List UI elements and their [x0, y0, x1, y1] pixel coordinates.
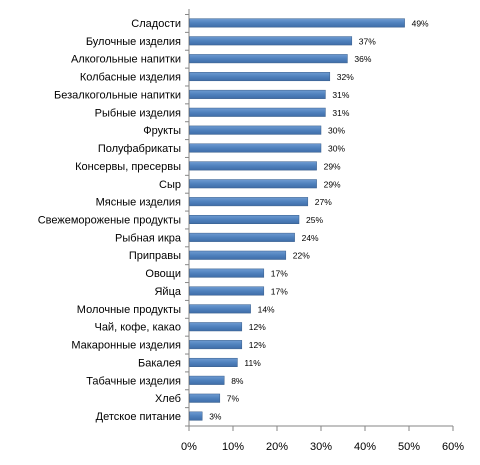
value-label: 24% — [302, 233, 319, 243]
x-tick-label: 50% — [398, 441, 420, 453]
value-label: 29% — [324, 179, 341, 189]
bar — [189, 215, 300, 225]
value-label: 31% — [332, 90, 349, 100]
value-label: 31% — [332, 108, 349, 118]
value-label: 7% — [227, 394, 240, 404]
bar — [189, 357, 238, 367]
x-tick-label: 40% — [354, 441, 376, 453]
bar — [189, 179, 317, 189]
bar — [189, 250, 287, 260]
bar — [189, 36, 353, 46]
category-label: Яйца — [154, 286, 181, 298]
value-label: 8% — [231, 376, 244, 386]
category-labels: Сладости Булочные изделия Алкогольные напи… — [38, 18, 182, 423]
bar — [189, 125, 322, 135]
category-label: Свежемороженые продукты — [38, 215, 181, 227]
value-labels: 49% 37% 36%32% 31% 31% 30% 30% 29% 29% 27% 25% 24% 2… — [209, 18, 429, 421]
bar — [189, 197, 309, 207]
x-tick-label: 0% — [181, 441, 197, 453]
category-label: Овощи — [145, 268, 181, 280]
bar — [189, 375, 225, 385]
bar — [189, 143, 322, 153]
category-label: Детское питание — [96, 411, 181, 423]
bar — [189, 72, 331, 82]
value-label: 29% — [324, 161, 341, 171]
value-label: 3% — [209, 412, 222, 422]
x-tick-label: 20% — [266, 441, 288, 453]
category-label: Рыбные изделия — [95, 107, 181, 119]
category-label: Сладости — [131, 18, 181, 30]
category-label: Алкогольные напитки — [71, 54, 181, 66]
category-label: Табачные изделия — [86, 375, 181, 387]
bar — [189, 268, 265, 278]
bar — [189, 18, 405, 28]
value-label: 17% — [271, 269, 288, 279]
bar — [189, 286, 265, 296]
bar — [189, 107, 326, 117]
category-label: Макаронные изделия — [71, 340, 181, 352]
bar — [189, 161, 317, 171]
category-label: Сыр — [159, 179, 181, 191]
category-label: Молочные продукты — [77, 304, 181, 316]
value-label: 12% — [249, 322, 266, 332]
value-label: 27% — [315, 197, 332, 207]
value-label: 30% — [328, 144, 345, 154]
category-label: Фрукты — [143, 125, 181, 137]
value-label: 32% — [337, 72, 354, 82]
x-tick-labels: 0% 10% 20% 30% 40% 50% 60% — [181, 441, 464, 453]
category-label: Чай, кофе, какао — [94, 322, 181, 334]
category-label: Булочные изделия — [86, 36, 181, 48]
value-label: 22% — [293, 251, 310, 261]
category-label: Колбасные изделия — [80, 72, 181, 84]
bar — [189, 304, 251, 314]
axes — [185, 9, 454, 432]
category-label: Мясные изделия — [96, 197, 181, 209]
bar — [189, 340, 243, 350]
x-tick-label: 10% — [222, 441, 244, 453]
x-tick-label: 30% — [310, 441, 332, 453]
category-label: Полуфабрикаты — [98, 143, 181, 155]
value-label: 12% — [249, 340, 266, 350]
category-label: Приправы — [129, 250, 181, 262]
value-label: 14% — [258, 304, 275, 314]
bar — [189, 54, 348, 64]
category-label: Бакалея — [138, 357, 181, 369]
value-label: 49% — [412, 18, 429, 28]
category-label: Рыбная икра — [115, 232, 182, 244]
value-label: 25% — [306, 215, 323, 225]
x-tick-label: 60% — [442, 441, 464, 453]
category-label: Безалкогольные напитки — [54, 89, 181, 101]
category-label: Консервы, пресервы — [75, 161, 181, 173]
bar — [189, 232, 295, 242]
bar — [189, 393, 221, 403]
bar — [189, 89, 326, 99]
bars — [189, 18, 405, 421]
bar — [189, 322, 243, 332]
value-label: 37% — [359, 36, 376, 46]
value-label: 11% — [244, 358, 261, 368]
bar — [189, 411, 203, 421]
value-label: 17% — [271, 286, 288, 296]
value-label: 30% — [328, 126, 345, 136]
category-label: Хлеб — [155, 393, 181, 405]
value-label: 36% — [354, 54, 371, 64]
